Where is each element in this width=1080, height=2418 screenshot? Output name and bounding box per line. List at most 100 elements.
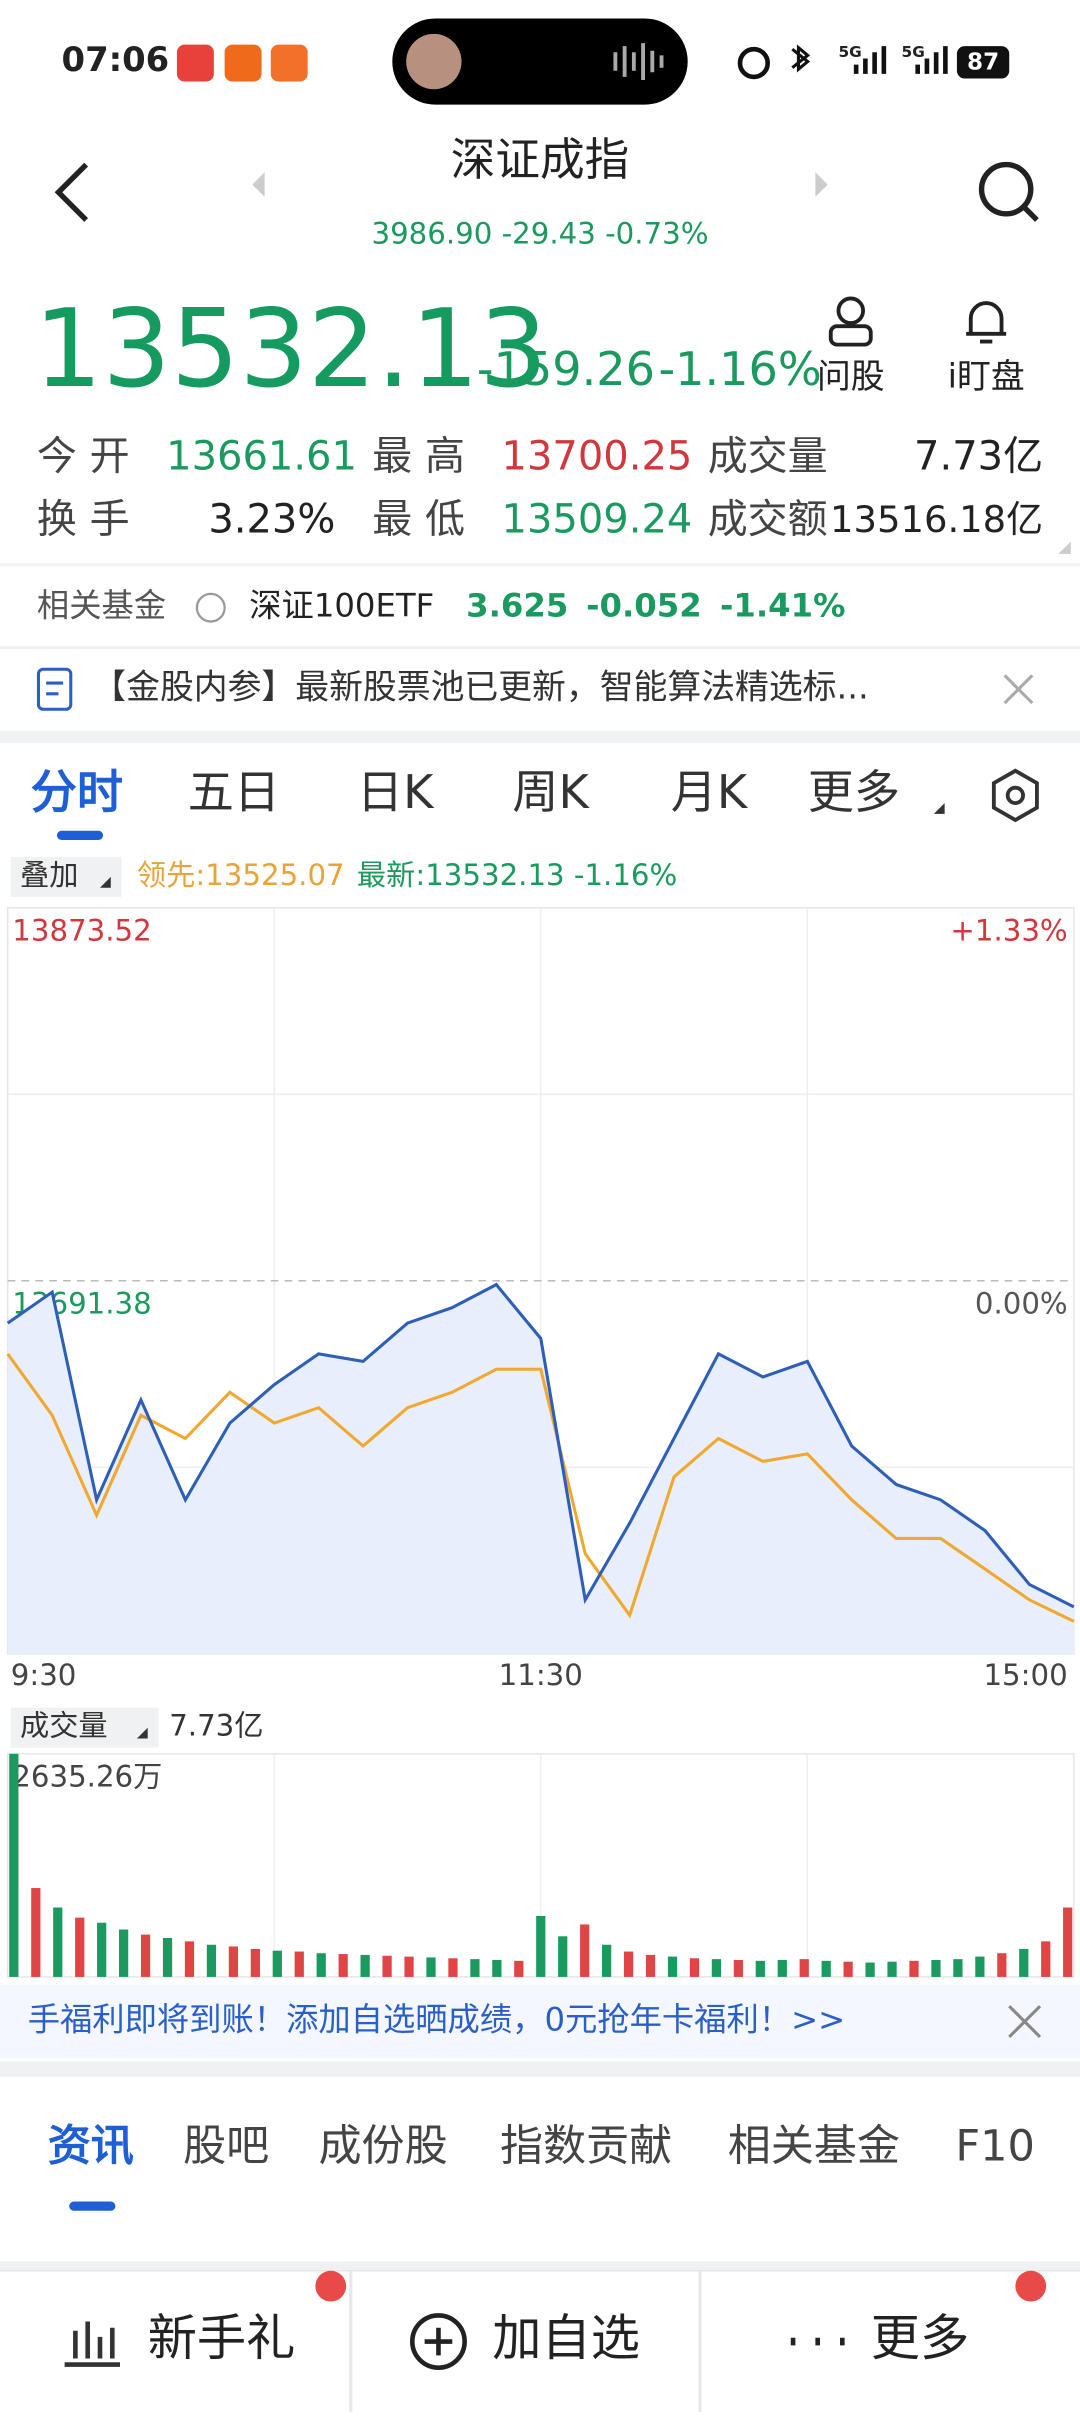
info-tab[interactable]: 成份股	[318, 2122, 447, 2172]
expand-corner[interactable]	[1058, 541, 1071, 554]
x-tick-label: 11:30	[499, 1658, 583, 1692]
area-fill	[7, 1284, 1074, 1654]
volume-bar	[1041, 1941, 1051, 1977]
y-tick-label: 13873.52	[12, 913, 151, 947]
volume-total: 7.73亿	[169, 1709, 263, 1743]
stat-value: 13516.18亿	[830, 498, 1043, 541]
back-button[interactable]	[54, 162, 89, 222]
volume-bar	[1063, 1907, 1073, 1977]
search-button[interactable]	[978, 161, 1039, 222]
chart-tab[interactable]: 分时	[31, 765, 123, 819]
close-button[interactable]	[1008, 2005, 1042, 2039]
stat-value: 13661.61	[166, 433, 357, 479]
volume-bar	[580, 1924, 590, 1977]
volume-bar	[119, 1929, 129, 1977]
fund-name[interactable]: 深证100ETF	[249, 587, 434, 625]
info-tab[interactable]: 股吧	[183, 2122, 269, 2172]
volume-bar	[162, 1937, 173, 1977]
volume-bar	[953, 1959, 963, 1977]
section-gap	[0, 2261, 1080, 2271]
legend-lead: 领先:13525.07	[137, 858, 345, 892]
ask-icon[interactable]	[828, 296, 873, 347]
status-time: 07:06	[62, 40, 170, 79]
overlay-label[interactable]: 叠加	[20, 858, 78, 892]
chart-tab[interactable]: 月K	[671, 765, 749, 819]
overlay-box[interactable]	[10, 856, 122, 897]
divider	[0, 646, 1080, 650]
x-tick-label: 9:30	[11, 1658, 77, 1692]
price-line	[6, 1282, 1075, 1609]
notice-text[interactable]: 【金股内参】最新股票池已更新，智能算法精选标...	[92, 668, 868, 707]
volume-bar	[689, 1958, 700, 1977]
volume-bar	[250, 1948, 260, 1977]
bluetooth-icon	[791, 44, 811, 73]
bottom-action[interactable]: 更多	[871, 2309, 969, 2367]
add-icon	[424, 2327, 453, 2356]
stat-value: 13509.24	[502, 497, 693, 543]
chart-tab[interactable]: 五日	[188, 765, 280, 819]
dynamic-island	[392, 18, 688, 105]
stat-label: 换 手	[37, 497, 130, 543]
close-button[interactable]	[1003, 674, 1034, 705]
divider	[0, 563, 1080, 567]
volume-bar	[184, 1941, 195, 1977]
bottom-action[interactable]: 新手礼	[148, 2309, 296, 2367]
section-gap	[0, 2061, 1080, 2077]
chart-tab[interactable]: 周K	[512, 765, 590, 819]
divider	[349, 2270, 702, 2413]
volume-bar	[272, 1950, 282, 1977]
bottom-action[interactable]: 加自选	[492, 2309, 640, 2367]
volume-bar	[602, 1944, 612, 1977]
app-icon	[224, 44, 262, 82]
stat-label: 今 开	[37, 433, 130, 479]
volume-bar	[53, 1907, 63, 1977]
volume-bar	[140, 1934, 151, 1977]
gift-icon	[64, 2321, 120, 2367]
prev-index[interactable]	[252, 172, 265, 197]
volume-bar	[755, 1960, 765, 1977]
next-index[interactable]	[815, 172, 828, 197]
action-label[interactable]: 问股	[817, 357, 885, 396]
volume-label[interactable]: 成交量	[20, 1709, 108, 1743]
signal-icon	[853, 46, 887, 74]
volume-bar	[887, 1961, 897, 1977]
volume-bar	[206, 1944, 217, 1977]
page-subtitle: 3986.90 -29.43 -0.73%	[372, 216, 709, 250]
banner-text[interactable]: 手福利即将到账！添加自选晒成绩，0元抢年卡福利！>>	[28, 2001, 845, 2039]
info-tab[interactable]: 资讯	[48, 2122, 134, 2172]
volume-bar	[470, 1959, 480, 1977]
volume-bar	[821, 1960, 831, 1977]
page-title: 深证成指	[451, 134, 629, 186]
volume-bar	[75, 1917, 85, 1977]
volume-bar	[404, 1956, 414, 1977]
price-percent: -1.16%	[658, 342, 821, 396]
info-tab[interactable]: 指数贡献	[500, 2122, 672, 2172]
settings-dot	[1005, 785, 1025, 805]
last-price: 13532.13	[34, 287, 548, 412]
info-tab[interactable]: F10	[955, 2122, 1035, 2172]
volume-box[interactable]	[10, 1707, 159, 1748]
volume-bar	[623, 1951, 634, 1977]
watch-icon[interactable]	[966, 301, 1007, 344]
badge	[1015, 2270, 1047, 2302]
info-tab[interactable]: 相关基金	[728, 2122, 900, 2172]
banner-bg	[0, 1984, 1080, 2059]
price-change: -159.26	[477, 342, 655, 396]
volume-bar	[909, 1960, 919, 1977]
chart-tab[interactable]: 日K	[357, 765, 435, 819]
volume-bar	[799, 1959, 809, 1977]
volume-bar	[294, 1951, 304, 1977]
tab-indicator	[69, 2201, 116, 2211]
volume-bar	[9, 1753, 19, 1977]
app-icon	[176, 44, 214, 82]
waveform	[613, 43, 664, 80]
chart-tab[interactable]: 更多	[808, 765, 900, 819]
volume-bar	[514, 1960, 524, 1977]
settings-button[interactable]	[991, 768, 1039, 823]
volume-bar	[975, 1956, 985, 1977]
signal-label: 5G	[838, 43, 861, 61]
action-label[interactable]: i盯盘	[948, 357, 1025, 396]
info-icon[interactable]	[195, 592, 226, 623]
